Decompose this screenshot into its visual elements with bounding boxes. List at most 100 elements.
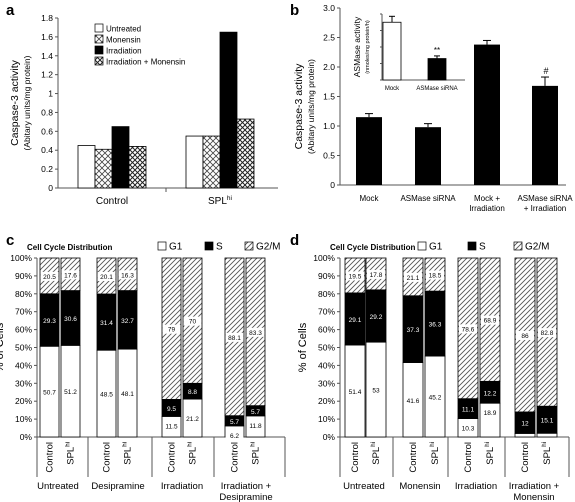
value-label-s-d: 37.3	[407, 327, 420, 334]
y-tick-label-c: 10%	[15, 414, 32, 424]
inset-bar	[382, 21, 402, 81]
label-bg-c	[162, 421, 181, 431]
bar-a	[219, 31, 238, 189]
value-label-g2m-c: 83.3	[249, 330, 262, 337]
y-tick-label-c: 100%	[10, 253, 32, 263]
y-tick-label-b: 1.5	[323, 92, 335, 102]
x-bar-label-d: Control	[520, 442, 531, 473]
label-bg-c	[246, 327, 265, 337]
x-bar-label-d: SPLhi	[370, 442, 382, 465]
y-tick-label-d: 20%	[318, 396, 335, 406]
label-bg-c	[40, 387, 59, 397]
legend-label-c: S	[216, 242, 223, 253]
value-label-g2m-d: 17.8	[370, 272, 383, 279]
y-tick-label-c: 30%	[15, 378, 32, 388]
legend-swatch-c	[244, 241, 254, 251]
legend-swatch-d	[513, 241, 523, 251]
x-group-label-c: Desipramine	[219, 492, 272, 502]
value-label-s-c: 32.7	[121, 318, 134, 325]
y-tick-label-c: 70%	[15, 307, 32, 317]
inset-x-tick-label: Mock	[385, 86, 400, 92]
legend-label-d: G1	[429, 242, 443, 253]
bar-g1-d	[514, 433, 536, 438]
value-label-g2m-d: 78.6	[462, 326, 475, 333]
x-bar-label-d: Control	[463, 442, 474, 473]
x-tick-label-b: ASMase siRNA	[400, 194, 456, 203]
legend-label-d: S	[479, 242, 486, 253]
x-group-label-d: Monensin	[513, 492, 554, 502]
value-label-g1-c: 11.8	[249, 423, 262, 430]
x-bar-label-d: Control	[408, 442, 419, 473]
value-label-g2m-d: 86	[521, 333, 529, 340]
y-tick-label-b: 1.0	[323, 121, 335, 131]
value-label-s-c: 5.7	[230, 419, 239, 426]
value-label-s-c: 29.3	[43, 318, 56, 325]
y-tick-label-a: 1.2	[41, 70, 53, 80]
y-tick-label-d: 80%	[318, 289, 335, 299]
y-tick-label-d: 40%	[318, 360, 335, 370]
value-label-s-c: 8.8	[188, 389, 197, 396]
value-label-g2m-c: 20.5	[43, 274, 56, 281]
label-bg-d	[346, 271, 364, 281]
y-tick-label-d: 30%	[318, 378, 335, 388]
label-bg-c	[118, 389, 137, 399]
legend-swatch-a	[94, 45, 104, 55]
y-tick-label-d: 60%	[318, 325, 335, 335]
x-bar-label-d: SPLhi	[429, 442, 441, 465]
label-bg-d	[426, 392, 444, 402]
value-label-g1-d: 51.4	[349, 389, 362, 396]
value-label-g1-c: 11.5	[165, 423, 178, 430]
x-group-label-c: Irradiation	[161, 481, 203, 492]
legend-swatch-c	[204, 241, 214, 251]
y-tick-label-d: 10%	[318, 414, 335, 424]
y-tick-label-a: 0.2	[41, 164, 53, 174]
x-group-label-d: Irradiation	[455, 481, 497, 492]
x-tick-label-b: Mock	[359, 194, 379, 203]
y-tick-label-d: 50%	[318, 343, 335, 353]
y-tick-label-a: 1	[48, 89, 53, 99]
value-label-g1-d: 45.2	[429, 395, 442, 402]
value-label-g2m-c: 79	[168, 327, 176, 334]
value-label-s-d: 36.3	[429, 322, 442, 329]
y-tick-label-d: 90%	[318, 271, 335, 281]
label-bg-c	[61, 387, 80, 397]
bar-b	[415, 127, 441, 185]
label-bg-c	[183, 414, 202, 424]
y-tick-label-a: 0.4	[41, 145, 53, 155]
value-label-g1-c: 21.2	[186, 416, 199, 423]
inset-annotation: **	[434, 46, 440, 55]
value-label-g1-d: 41.6	[407, 398, 420, 405]
label-bg-d	[367, 385, 385, 395]
legend-swatch-c	[157, 241, 167, 251]
label-bg-d	[481, 315, 499, 325]
bar-a	[236, 118, 255, 189]
y-tick-label-c: 20%	[15, 396, 32, 406]
y-tick-label-b: 0.5	[323, 151, 335, 161]
value-label-g2m-c: 20.1	[100, 274, 113, 281]
x-bar-label-c: SPLhi	[65, 442, 77, 465]
y-tick-label-c: 0%	[20, 432, 33, 442]
y-tick-label-d: 0%	[323, 432, 336, 442]
value-label-g1-d: 53	[372, 388, 380, 395]
value-label-g1-c: 50.7	[43, 390, 56, 397]
x-group-label-d: Untreated	[343, 481, 385, 492]
label-bg-d	[404, 272, 422, 282]
label-bg-c	[183, 316, 202, 326]
value-label-g2m-c: 16.3	[121, 272, 134, 279]
y-tick-label-a: 0	[48, 183, 53, 193]
x-bar-label-d: Control	[350, 442, 361, 473]
value-label-s-c: 9.5	[167, 406, 176, 413]
y-tick-label-a: 0.8	[41, 107, 53, 117]
label-bg-d	[459, 423, 477, 433]
bar-a	[111, 126, 130, 189]
x-group-label-c: Desipramine	[91, 481, 144, 492]
label-bg-d	[404, 395, 422, 405]
legend-label-a: Irradiation + Monensin	[106, 58, 185, 67]
legend-swatch-a	[94, 56, 104, 66]
y-tick-label-b: 3.0	[323, 3, 335, 13]
y-tick-label-a: 1.8	[41, 13, 53, 23]
bar-a	[128, 146, 147, 189]
label-bg-c	[61, 270, 80, 280]
x-bar-label-c: Control	[102, 442, 113, 473]
x-tick-label-b: ASMase siRNA	[517, 194, 573, 203]
